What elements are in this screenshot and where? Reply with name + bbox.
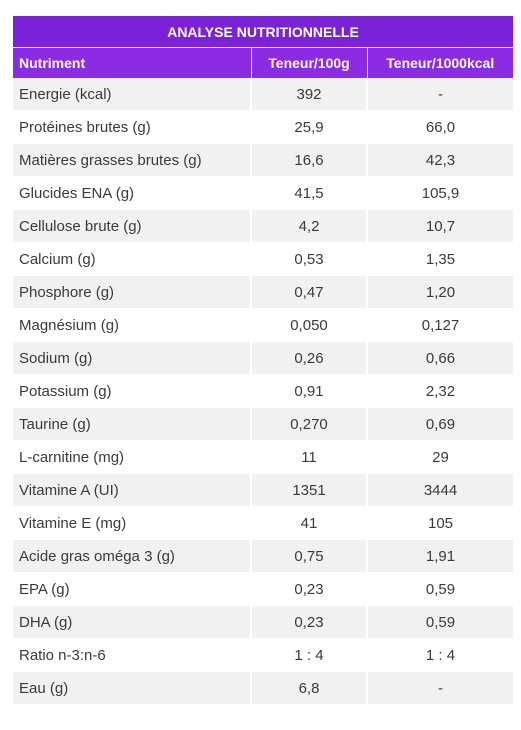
table-row: Magnésium (g) 0,050 0,127 <box>13 308 514 342</box>
value-per-100g: 0,23 <box>251 605 368 639</box>
nutrient-name: Protéines brutes (g) <box>13 110 252 144</box>
nutrient-name: DHA (g) <box>13 605 252 639</box>
nutrient-name: Cellulose brute (g) <box>13 209 252 243</box>
value-per-100g: 0,75 <box>251 539 368 573</box>
nutrient-name: Eau (g) <box>13 671 252 705</box>
header-teneur-1000kcal: Teneur/1000kcal <box>367 47 514 78</box>
table-title-row: ANALYSE NUTRITIONNELLE <box>13 16 514 48</box>
table-row: Energie (kcal) 392- <box>13 78 514 111</box>
value-per-1000kcal: 1,35 <box>367 242 514 276</box>
nutrient-name: Taurine (g) <box>13 407 252 441</box>
value-per-1000kcal: 1,91 <box>367 539 514 573</box>
value-per-100g: 6,8 <box>251 671 368 705</box>
table-row: Taurine (g) 0,270 0,69 <box>13 407 514 441</box>
table-body: Energie (kcal) 392- Protéines brutes (g) 25… <box>13 78 514 705</box>
value-per-1000kcal: - <box>367 671 514 705</box>
table-row: Glucides ENA (g) 41,5 105,9 <box>13 176 514 210</box>
value-per-1000kcal: 1,20 <box>367 275 514 309</box>
value-per-1000kcal: 29 <box>367 440 514 474</box>
value-per-1000kcal: 1 : 4 <box>367 638 514 672</box>
table-row: Cellulose brute (g) 4,2 10,7 <box>13 209 514 243</box>
table-row: L-carnitine (mg) 11 29 <box>13 440 514 474</box>
value-per-1000kcal: - <box>367 78 514 111</box>
value-per-100g: 0,47 <box>251 275 368 309</box>
value-per-1000kcal: 0,69 <box>367 407 514 441</box>
value-per-1000kcal: 10,7 <box>367 209 514 243</box>
header-nutriment: Nutriment <box>13 47 252 78</box>
value-per-100g: 0,23 <box>251 572 368 606</box>
nutrient-name: Matières grasses brutes (g) <box>13 143 252 177</box>
nutrient-name: Phosphore (g) <box>13 275 252 309</box>
value-per-1000kcal: 105,9 <box>367 176 514 210</box>
value-per-100g: 41,5 <box>251 176 368 210</box>
table-row: Protéines brutes (g) 25,9 66,0 <box>13 110 514 144</box>
value-per-100g: 16,6 <box>251 143 368 177</box>
table-row: Matières grasses brutes (g) 16,6 42,3 <box>13 143 514 177</box>
value-per-1000kcal: 42,3 <box>367 143 514 177</box>
value-per-100g: 0,270 <box>251 407 368 441</box>
value-per-100g: 11 <box>251 440 368 474</box>
table-row: Potassium (g) 0,91 2,32 <box>13 374 514 408</box>
table-row: Acide gras oméga 3 (g) 0,75 1,91 <box>13 539 514 573</box>
value-per-100g: 4,2 <box>251 209 368 243</box>
value-per-1000kcal: 66,0 <box>367 110 514 144</box>
value-per-100g: 0,53 <box>251 242 368 276</box>
table-header-row: Nutriment Teneur/100g Teneur/1000kcal <box>13 47 514 78</box>
value-per-100g: 392 <box>251 78 368 111</box>
table-row: Eau (g) 6,8- <box>13 671 514 705</box>
value-per-1000kcal: 105 <box>367 506 514 540</box>
nutrient-name: Vitamine A (UI) <box>13 473 252 507</box>
table-title: ANALYSE NUTRITIONNELLE <box>13 16 514 48</box>
value-per-100g: 1 : 4 <box>251 638 368 672</box>
table-row: Sodium (g) 0,26 0,66 <box>13 341 514 375</box>
value-per-1000kcal: 3444 <box>367 473 514 507</box>
table-row: Phosphore (g) 0,47 1,20 <box>13 275 514 309</box>
value-per-1000kcal: 0,127 <box>367 308 514 342</box>
nutrient-name: Energie (kcal) <box>13 78 252 111</box>
nutrient-name: Vitamine E (mg) <box>13 506 252 540</box>
nutrient-name: EPA (g) <box>13 572 252 606</box>
value-per-1000kcal: 0,66 <box>367 341 514 375</box>
nutrient-name: Acide gras oméga 3 (g) <box>13 539 252 573</box>
value-per-100g: 25,9 <box>251 110 368 144</box>
table-row: EPA (g) 0,23 0,59 <box>13 572 514 606</box>
nutrient-name: Calcium (g) <box>13 242 252 276</box>
value-per-100g: 1351 <box>251 473 368 507</box>
table-row: Vitamine A (UI) 1351 3444 <box>13 473 514 507</box>
value-per-1000kcal: 2,32 <box>367 374 514 408</box>
nutrient-name: Sodium (g) <box>13 341 252 375</box>
value-per-100g: 0,91 <box>251 374 368 408</box>
table-row: DHA (g) 0,23 0,59 <box>13 605 514 639</box>
value-per-1000kcal: 0,59 <box>367 605 514 639</box>
nutrient-name: Ratio n-3:n-6 <box>13 638 252 672</box>
nutrient-name: Potassium (g) <box>13 374 252 408</box>
value-per-100g: 0,26 <box>251 341 368 375</box>
nutrient-name: Magnésium (g) <box>13 308 252 342</box>
nutrient-name: Glucides ENA (g) <box>13 176 252 210</box>
value-per-100g: 0,050 <box>251 308 368 342</box>
nutrient-name: L-carnitine (mg) <box>13 440 252 474</box>
nutrition-table: ANALYSE NUTRITIONNELLE Nutriment Teneur/… <box>13 16 514 705</box>
value-per-1000kcal: 0,59 <box>367 572 514 606</box>
value-per-100g: 41 <box>251 506 368 540</box>
table-row: Vitamine E (mg) 41 105 <box>13 506 514 540</box>
header-teneur-100g: Teneur/100g <box>251 47 368 78</box>
table-row: Calcium (g) 0,53 1,35 <box>13 242 514 276</box>
